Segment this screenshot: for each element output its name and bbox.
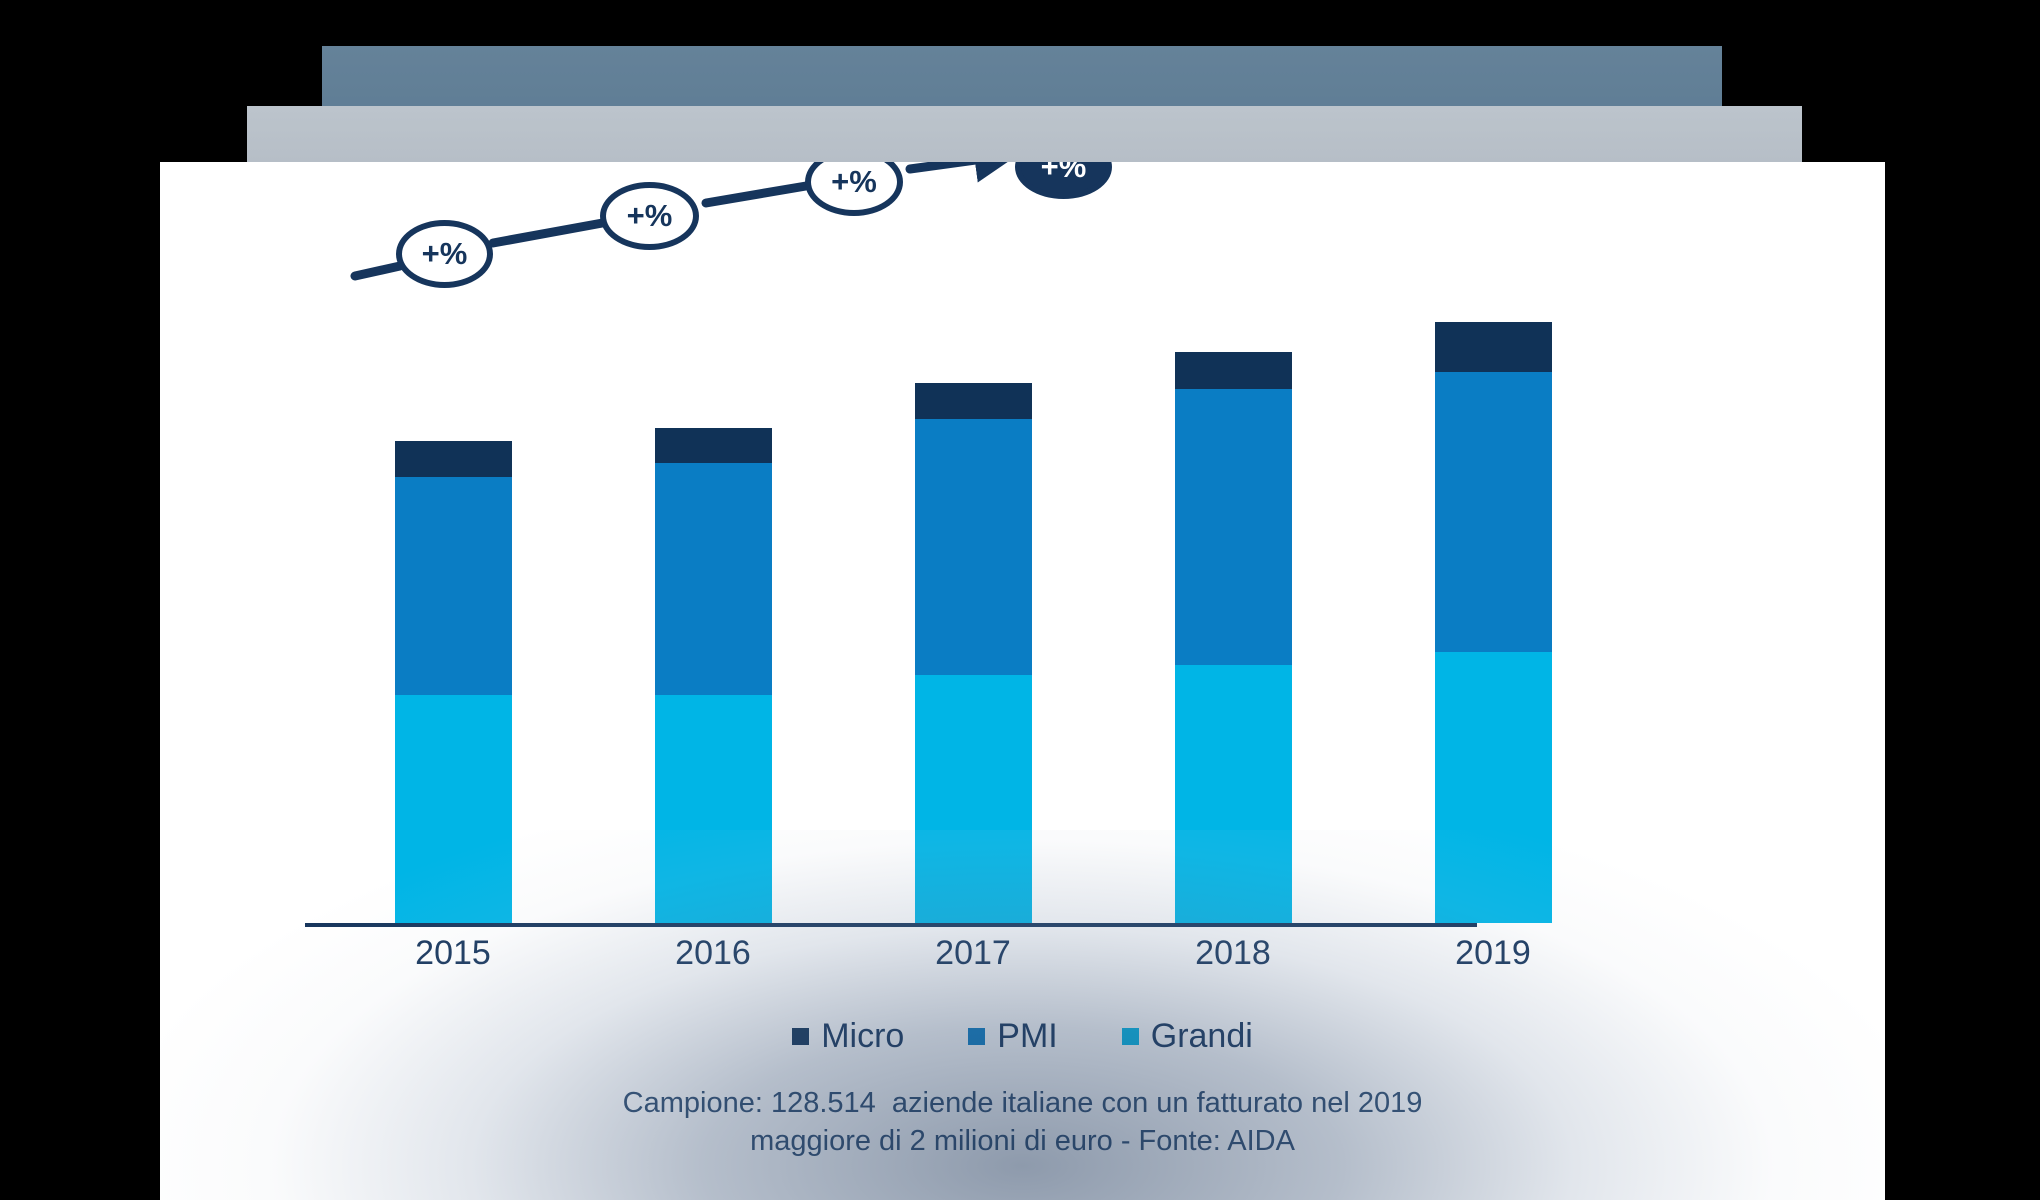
legend-swatch-micro-icon bbox=[792, 1028, 810, 1045]
legend-label-grandi: Grandi bbox=[1150, 1017, 1253, 1055]
x-axis-label-2016: 2016 bbox=[675, 934, 751, 972]
x-axis-label-2019: 2019 bbox=[1455, 934, 1531, 972]
bar-segment-micro-2015 bbox=[395, 441, 512, 477]
bar-segment-micro-2019 bbox=[1435, 322, 1552, 372]
legend-label-micro: Micro bbox=[821, 1017, 905, 1055]
legend-item-pmi[interactable]: PMI bbox=[968, 1017, 1058, 1056]
bar-segment-pmi-2016 bbox=[655, 463, 772, 695]
legend-swatch-grandi-icon bbox=[1121, 1028, 1139, 1045]
x-axis-line bbox=[305, 923, 1477, 927]
bar-segment-grandi-2018 bbox=[1175, 665, 1292, 923]
chart-caption-line-1: Campione: 128.514 aziende italiane con u… bbox=[622, 1087, 1423, 1119]
bar-segment-pmi-2015 bbox=[395, 477, 512, 695]
bar-segment-pmi-2019 bbox=[1435, 372, 1552, 652]
bar-segment-grandi-2019 bbox=[1435, 652, 1552, 923]
bar-segment-micro-2018 bbox=[1175, 352, 1292, 389]
bar-segment-pmi-2017 bbox=[915, 419, 1032, 675]
chart-legend: Micro PMI Grandi bbox=[160, 1017, 1885, 1056]
bar-segment-grandi-2016 bbox=[655, 695, 772, 923]
legend-item-micro[interactable]: Micro bbox=[792, 1017, 904, 1056]
chart-card: 2015 2016 2017 2018 2019 +% bbox=[160, 162, 1885, 1200]
x-axis-label-2018: 2018 bbox=[1195, 934, 1271, 972]
x-axis-label-2015: 2015 bbox=[415, 934, 491, 972]
chart-caption: Campione: 128.514 aziende italiane con u… bbox=[160, 1084, 1885, 1161]
x-axis-label-2017: 2017 bbox=[935, 934, 1011, 972]
bar-segment-grandi-2015 bbox=[395, 695, 512, 923]
bar-segment-grandi-2017 bbox=[915, 675, 1032, 923]
bar-segment-micro-2017 bbox=[915, 383, 1032, 419]
bar-segment-pmi-2018 bbox=[1175, 389, 1292, 665]
legend-label-pmi: PMI bbox=[997, 1017, 1058, 1055]
chart-caption-line-2: maggiore di 2 milioni di euro - Fonte: A… bbox=[750, 1125, 1295, 1158]
legend-swatch-pmi-icon bbox=[968, 1028, 986, 1045]
legend-item-grandi[interactable]: Grandi bbox=[1121, 1017, 1253, 1056]
bar-segment-micro-2016 bbox=[655, 428, 772, 463]
